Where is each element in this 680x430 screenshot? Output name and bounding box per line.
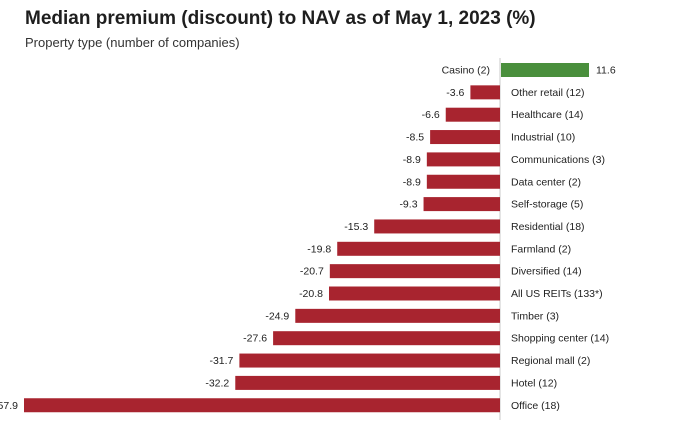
value-label: -9.3	[399, 199, 417, 211]
value-label: -8.9	[403, 154, 421, 166]
value-label: -27.6	[243, 333, 267, 345]
category-label: Communications (3)	[511, 154, 605, 166]
category-label: Industrial (10)	[511, 132, 575, 144]
bar	[329, 264, 500, 279]
category-label: Residential (18)	[511, 221, 585, 233]
bar	[235, 375, 500, 390]
bar	[337, 241, 500, 256]
category-label: Other retail (12)	[511, 87, 585, 99]
value-label: -15.3	[344, 221, 368, 233]
value-label: -20.7	[300, 266, 324, 278]
bar	[295, 308, 500, 323]
value-label: -6.6	[422, 109, 440, 121]
bar	[426, 174, 500, 189]
category-label: Data center (2)	[511, 176, 581, 188]
category-label: Shopping center (14)	[511, 333, 609, 345]
category-label: Casino (2)	[442, 65, 490, 77]
category-label: Office (18)	[511, 400, 560, 412]
value-label: -57.9	[0, 400, 18, 412]
value-label: 11.6	[596, 65, 616, 77]
category-label: Diversified (14)	[511, 266, 582, 278]
value-label: -32.2	[205, 377, 229, 389]
value-label: -19.8	[307, 243, 331, 255]
value-label: -24.9	[265, 310, 289, 322]
bar	[501, 63, 589, 77]
chart-title: Median premium (discount) to NAV as of M…	[25, 8, 536, 29]
bar	[374, 219, 500, 234]
bar	[329, 286, 500, 301]
bar	[239, 353, 500, 368]
bar	[426, 152, 500, 167]
category-label: Hotel (12)	[511, 377, 557, 389]
bar	[445, 107, 500, 122]
category-label: All US REITs (133*)	[511, 288, 603, 300]
bar	[273, 331, 500, 346]
bar	[430, 130, 500, 145]
value-label: -20.8	[299, 288, 323, 300]
bar	[470, 85, 500, 100]
chart-subtitle: Property type (number of companies)	[25, 35, 240, 50]
category-label: Healthcare (14)	[511, 109, 583, 121]
bar	[24, 398, 500, 413]
category-label: Timber (3)	[511, 310, 559, 322]
value-label: -8.5	[406, 132, 424, 144]
value-label: -3.6	[446, 87, 464, 99]
value-label: -31.7	[209, 355, 233, 367]
value-label: -8.9	[403, 176, 421, 188]
category-label: Regional mall (2)	[511, 355, 590, 367]
category-label: Farmland (2)	[511, 243, 571, 255]
category-label: Self-storage (5)	[511, 199, 583, 211]
bar	[423, 197, 500, 212]
